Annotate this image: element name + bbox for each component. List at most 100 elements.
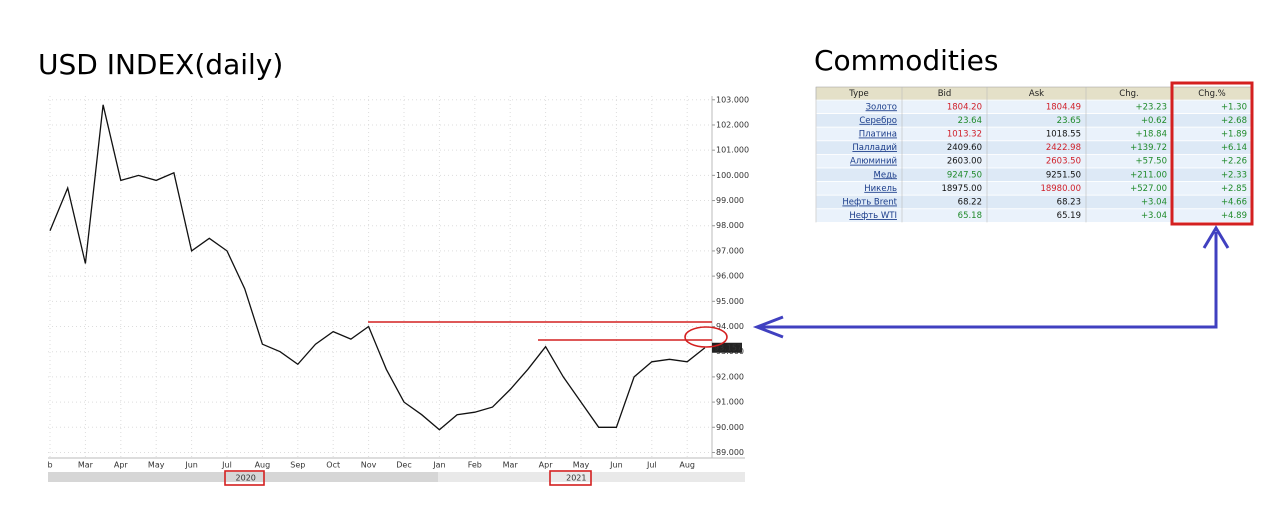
last-price-label: 93.157 (714, 343, 742, 352)
x-tick-label: Nov (361, 461, 377, 470)
x-tick-label: May (148, 461, 165, 470)
cell-value: +3.04 (1141, 198, 1167, 208)
cell-value: 65.19 (1057, 211, 1081, 221)
x-tick-label: May (573, 461, 590, 470)
connector (760, 232, 1218, 329)
cell-value: 9247.50 (947, 170, 982, 180)
x-tick-label: Aug (255, 461, 271, 470)
cell-value: +2.85 (1221, 184, 1247, 194)
y-tick-label: 95.000 (716, 297, 744, 306)
cell-value: 18980.00 (1040, 184, 1081, 194)
cell-value: +1.89 (1221, 130, 1247, 140)
y-tick-label: 102.000 (716, 120, 749, 129)
x-tick-label: b (47, 461, 52, 470)
x-tick-label: Apr (539, 461, 554, 470)
y-tick-label: 103.000 (716, 95, 749, 104)
x-tick-label: Jul (646, 461, 657, 470)
cell-value: +2.26 (1221, 157, 1247, 167)
y-tick-label: 98.000 (716, 221, 744, 230)
row-name: Никель (864, 184, 897, 194)
year-box (549, 470, 592, 486)
cell-value: 1018.55 (1046, 130, 1081, 140)
cell-value: +2.33 (1221, 170, 1247, 180)
cell-value: 68.22 (958, 198, 982, 208)
row-name: Нефть Brent (842, 198, 897, 208)
cell-value: 2603.00 (947, 157, 982, 167)
row-name: Алюминий (850, 157, 897, 167)
price-line (49, 104, 706, 431)
y-tick-label: 100.000 (716, 171, 749, 180)
cell-value: +4.89 (1221, 211, 1247, 221)
x-tick-label: Jul (221, 461, 232, 470)
x-tick-label: Mar (78, 461, 94, 470)
year-label: 2021 (566, 474, 586, 483)
x-tick-label: Feb (468, 461, 482, 470)
x-tick-label: Apr (114, 461, 129, 470)
y-tick-label: 90.000 (716, 423, 744, 432)
x-tick-label: Sep (290, 461, 305, 470)
last-price-badge (712, 342, 742, 353)
cell-value: +211.00 (1130, 170, 1167, 180)
x-tick-label: Dec (396, 461, 411, 470)
arrow-head (752, 315, 784, 339)
x-tick-label: Jun (184, 461, 198, 470)
y-tick-label: 91.000 (716, 398, 744, 407)
grid: 89.00090.00091.00092.00093.00094.00095.0… (47, 95, 749, 482)
cell-value: 23.64 (958, 116, 982, 126)
cell-value: +2.68 (1221, 116, 1247, 126)
plot: 93.157 (49, 104, 742, 431)
year-label: 2020 (236, 474, 256, 483)
chart-frame (48, 96, 745, 482)
cell-value: +23.23 (1136, 102, 1167, 112)
x-tick-label: Jan (432, 461, 445, 470)
cell-value: 2422.98 (1046, 143, 1081, 153)
chart-title: USD INDEX(daily) (38, 48, 283, 81)
x-tick-label: Jun (609, 461, 623, 470)
x-tick-label: Mar (503, 461, 519, 470)
row-name: Серебро (859, 116, 897, 126)
cell-value: 18975.00 (941, 184, 982, 194)
annotation-circle (684, 326, 728, 348)
column-header: Ask (1029, 89, 1044, 99)
arrow-head (1202, 225, 1230, 249)
cell-value: 68.23 (1057, 198, 1081, 208)
cell-value: 1013.32 (947, 130, 982, 140)
cell-value: 23.65 (1057, 116, 1081, 126)
y-tick-label: 99.000 (716, 196, 744, 205)
highlight-box (1170, 81, 1254, 226)
y-tick-label: 94.000 (716, 322, 744, 331)
y-tick-label: 96.000 (716, 272, 744, 281)
year-box (224, 470, 265, 486)
cell-value: +0.62 (1141, 116, 1167, 126)
cell-value: +4.66 (1221, 198, 1247, 208)
y-tick-label: 101.000 (716, 146, 749, 155)
column-header: Bid (938, 89, 952, 99)
table-title: Commodities (814, 44, 999, 77)
y-tick-label: 97.000 (716, 246, 744, 255)
column-header: Chg.% (1198, 89, 1226, 99)
cell-value: +18.84 (1136, 130, 1167, 140)
cell-value: +139.72 (1130, 143, 1167, 153)
row-name: Золото (866, 102, 897, 112)
scroll-thumb (48, 472, 438, 482)
cell-value: +57.50 (1136, 157, 1167, 167)
cell-value: 1804.20 (947, 102, 982, 112)
cell-value: +3.04 (1141, 211, 1167, 221)
y-tick-label: 89.000 (716, 448, 744, 457)
cell-value: 2603.50 (1046, 157, 1081, 167)
cell-value: 1804.49 (1046, 102, 1081, 112)
cell-value: +6.14 (1221, 143, 1247, 153)
table: Type Bid Ask Chg. Chg.% Золото 1804.20 1804.49 +… (815, 86, 1253, 223)
row-name: Медь (874, 170, 897, 180)
cell-value: 2409.60 (947, 143, 982, 153)
cell-value: +1.30 (1221, 102, 1247, 112)
column-header: Chg. (1119, 89, 1138, 99)
row-name: Нефть WTI (849, 211, 897, 221)
cell-value: 9251.50 (1046, 170, 1081, 180)
cell-value: 65.18 (958, 211, 982, 221)
row-name: Платина (859, 130, 897, 140)
x-tick-label: Aug (679, 461, 695, 470)
cell-value: +527.00 (1130, 184, 1167, 194)
x-tick-label: Oct (326, 461, 340, 470)
